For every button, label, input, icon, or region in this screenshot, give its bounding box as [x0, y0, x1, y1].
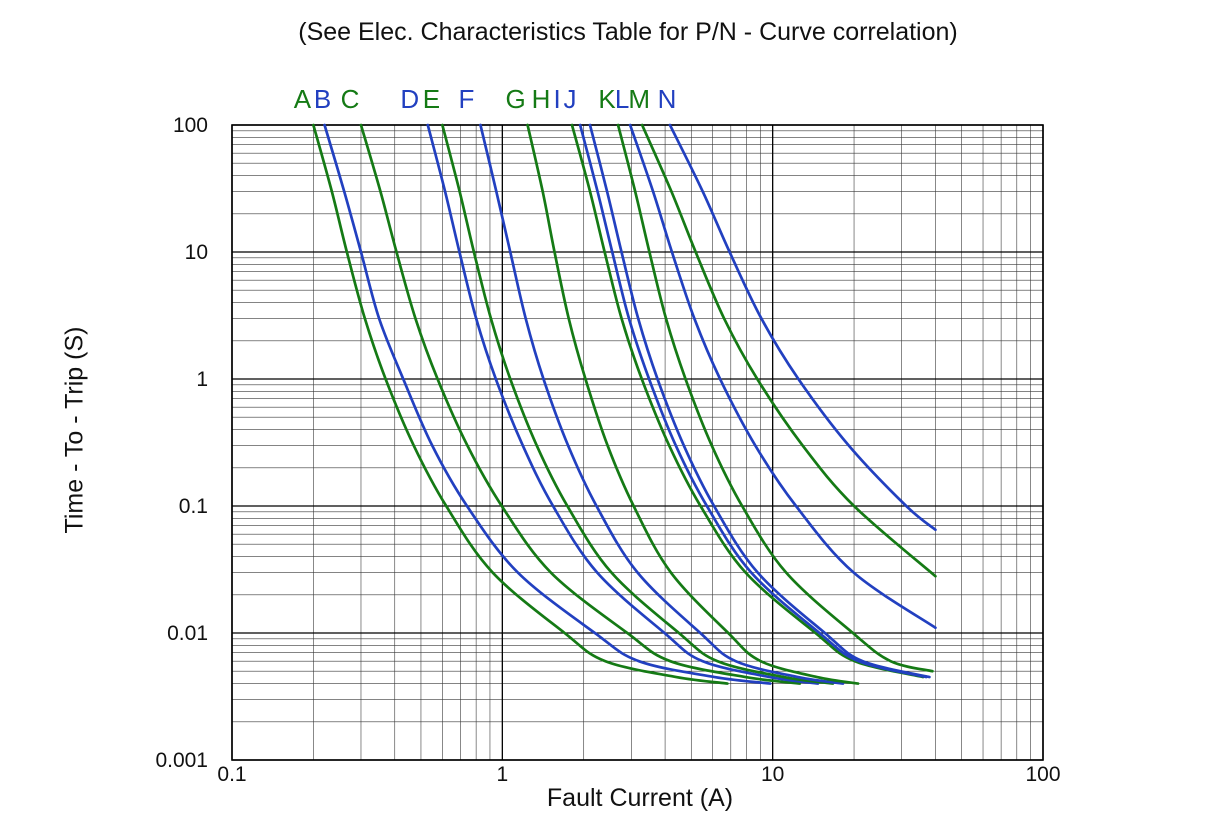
x-axis-title: Fault Current (A) [546, 784, 734, 812]
y-tick-label: 0.1 [179, 495, 208, 518]
y-axis-title: Time - To - Trip (S) [60, 326, 89, 534]
curve-m [640, 123, 937, 578]
curve-f [479, 123, 845, 685]
curve-label-b: B [314, 84, 331, 114]
curve-label-c: C [341, 84, 360, 114]
curve-n [668, 123, 937, 532]
curve-label-k: K [598, 84, 616, 114]
curve-label-n: N [658, 84, 677, 114]
curve-d [426, 123, 820, 685]
curve-j [588, 123, 931, 679]
curve-b [323, 123, 772, 685]
curve-label-f: F [459, 84, 475, 114]
curve-label-g: G [505, 84, 525, 114]
y-tick-label: 0.01 [167, 622, 208, 645]
curve-h [570, 123, 925, 679]
curve-k [616, 123, 934, 673]
curve-label-e: E [423, 84, 440, 114]
curve-i [578, 123, 928, 679]
x-tick-label: 0.1 [217, 763, 246, 786]
y-tick-label: 1 [196, 368, 208, 391]
curve-e [441, 123, 835, 685]
curve-label-i: I [554, 84, 561, 114]
curve-label-m: M [628, 84, 650, 114]
curve-label-d: D [400, 84, 419, 114]
curve-l [628, 123, 937, 630]
curve-label-a: A [294, 84, 312, 114]
y-tick-label: 10 [185, 241, 208, 264]
curve-g [526, 123, 860, 685]
x-tick-label: 10 [761, 763, 784, 786]
y-tick-label: 0.001 [155, 749, 208, 772]
curve-c [359, 123, 802, 685]
x-tick-label: 1 [496, 763, 508, 786]
curve-label-h: H [532, 84, 551, 114]
y-tick-label: 100 [173, 114, 208, 137]
plot-border [231, 124, 1044, 761]
curve-label-j: J [563, 84, 576, 114]
x-tick-label: 100 [1025, 763, 1060, 786]
curve-a [312, 123, 729, 685]
chart-title: (See Elec. Characteristics Table for P/N… [298, 18, 958, 46]
curve-label-l: L [615, 84, 629, 114]
